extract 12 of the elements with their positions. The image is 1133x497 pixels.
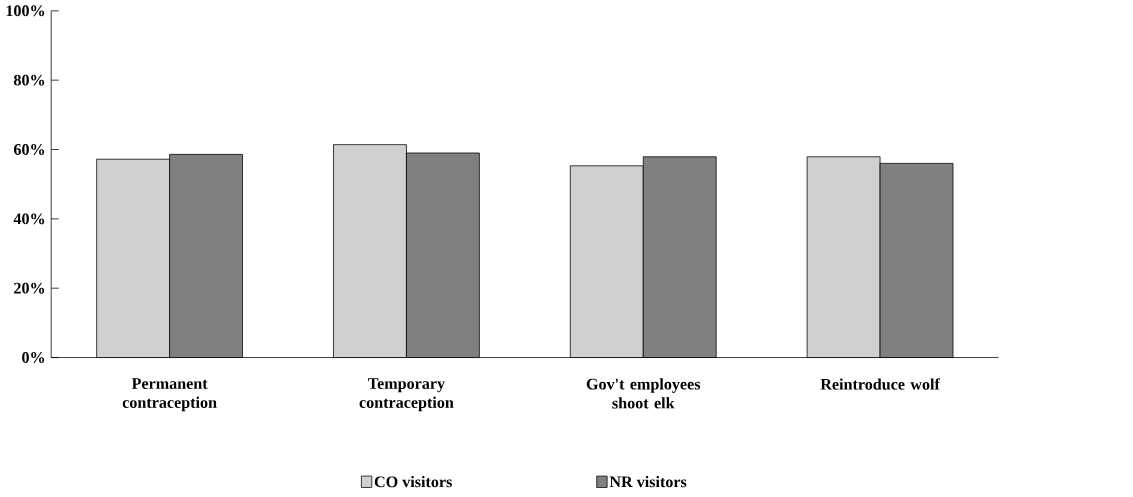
legend-label: NR visitors [609,476,687,488]
x-tick-label: Permanent contraception [122,378,217,412]
y-tick-label: 80% [13,74,45,86]
x-tick-label: Reintroduce wolf [820,378,941,390]
legend-label: CO visitors [374,476,452,488]
x-tick-label: Temporary contraception [359,378,454,412]
y-tick-label: 0% [22,352,45,364]
y-tick-label: 40% [13,213,45,225]
y-tick-label: 60% [13,144,45,156]
y-tick-label: 20% [14,282,45,294]
x-tick-label: Gov't employees shoot elk [586,378,701,409]
y-tick-label: 100% [6,5,45,17]
